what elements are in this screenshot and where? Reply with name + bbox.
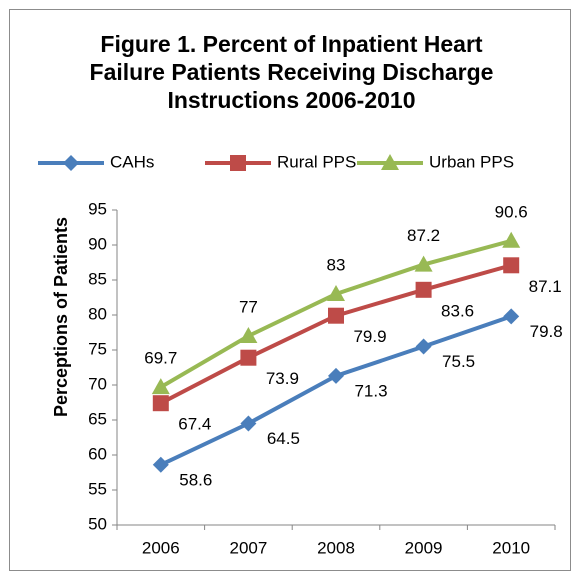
series-line <box>159 314 512 467</box>
legend-label: Urban PPS <box>429 152 514 171</box>
marker <box>414 255 433 272</box>
y-axis-title: Perceptions of Patients <box>51 217 71 417</box>
data-label: 87.2 <box>407 226 440 245</box>
marker <box>415 338 432 355</box>
marker <box>239 327 258 343</box>
x-tick-label: 2009 <box>405 538 443 557</box>
data-label: 58.6 <box>179 470 212 489</box>
data-label: 64.5 <box>267 429 300 448</box>
data-label: 67.4 <box>178 415 211 434</box>
data-label: 69.7 <box>144 349 177 368</box>
y-tick-label: 95 <box>88 199 107 218</box>
y-tick-label: 60 <box>88 444 107 463</box>
chart-title: Figure 1. Percent of Inpatient Heart Fai… <box>89 31 494 113</box>
marker <box>152 395 169 412</box>
marker <box>415 281 432 298</box>
data-label: 71.3 <box>354 381 387 400</box>
marker <box>503 257 520 274</box>
data-label: 83.6 <box>441 301 474 320</box>
y-tick-label: 55 <box>88 479 107 498</box>
y-tick-label: 70 <box>88 374 107 393</box>
marker <box>328 307 344 324</box>
data-label: 79.8 <box>530 322 563 341</box>
y-tick-label: 85 <box>88 269 107 288</box>
marker <box>230 155 246 171</box>
data-label: 83 <box>327 255 346 274</box>
marker <box>327 285 345 301</box>
y-tick-label: 80 <box>88 304 107 323</box>
x-tick-label: 2008 <box>317 538 355 557</box>
legend-label: CAHs <box>110 152 154 171</box>
marker <box>151 378 170 395</box>
y-tick-label: 65 <box>88 409 107 428</box>
data-label: 87.1 <box>529 277 562 296</box>
marker <box>381 154 399 170</box>
marker <box>503 308 520 325</box>
data-label: 77 <box>239 297 258 316</box>
data-label: 79.9 <box>353 327 386 346</box>
x-tick-label: 2006 <box>142 538 180 557</box>
legend-label: Rural PPS <box>277 152 356 171</box>
marker <box>240 349 257 366</box>
y-tick-label: 75 <box>88 339 107 358</box>
y-tick-label: 90 <box>88 234 107 253</box>
data-label: 75.5 <box>442 352 475 371</box>
marker <box>328 367 344 384</box>
marker <box>502 231 521 248</box>
data-label: 90.6 <box>495 202 528 221</box>
x-tick-label: 2010 <box>492 538 530 557</box>
marker <box>240 415 257 432</box>
data-label: 73.9 <box>266 369 299 388</box>
chart-frame <box>9 9 571 571</box>
y-tick-label: 50 <box>88 514 107 533</box>
marker <box>63 155 79 171</box>
marker <box>152 456 169 473</box>
x-tick-label: 2007 <box>229 538 267 557</box>
